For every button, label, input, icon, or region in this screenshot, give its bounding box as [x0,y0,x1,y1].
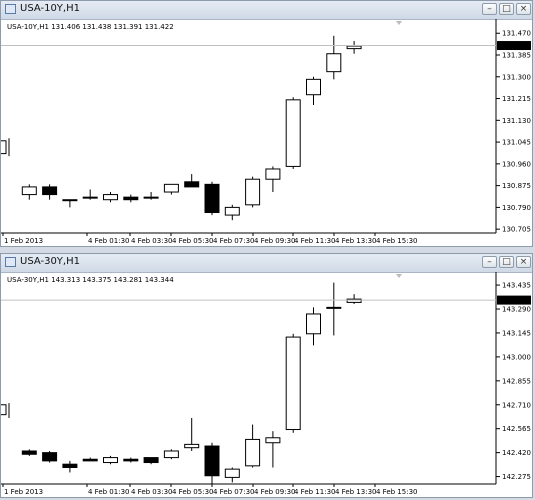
restore-button[interactable]: □ [499,3,514,15]
y-tick-label: 142.420 [502,449,531,457]
candle-body [285,99,301,167]
y-tick-label: 143.000 [502,353,531,361]
y-tick-label: 130.790 [502,204,531,212]
candle-body [103,194,118,201]
x-tick-label: 4 Feb 03:30 [131,488,172,496]
x-tick-label: 4 Feb 05:30 [172,488,213,496]
ohlc-info-label: USA-30Y,H1 143.313 143.375 143.281 143.3… [7,276,174,284]
candle-body [1,140,7,155]
close-button[interactable]: × [516,256,531,268]
candle-body [42,186,58,196]
candle-body [285,336,301,431]
x-tick-label: 4 Feb 13:30 [335,488,376,496]
y-tick-label: 131.300 [502,73,531,81]
x-tick-label: 4 Feb 01:30 [88,488,129,496]
candle-body [82,196,98,199]
candle-body [224,206,240,216]
close-button[interactable]: × [516,3,531,15]
candle-body [123,196,139,201]
candle-body [62,199,78,202]
y-tick-label: 142.710 [502,401,531,409]
candle-body [224,468,240,478]
ohlc-info-label: USA-10Y,H1 131.406 131.438 131.391 131.4… [7,23,174,31]
y-tick-label: 142.855 [502,377,531,385]
x-tick-label: 4 Feb 03:30 [131,237,172,245]
candle-body [184,443,200,449]
candle-body [143,457,159,464]
candle-body [265,437,281,444]
current-price-badge [497,41,531,51]
chart-window-icon [5,4,16,14]
minimize-button[interactable]: – [482,256,497,268]
x-tick-label: 4 Feb 13:30 [335,237,376,245]
y-tick-label: 142.275 [502,473,531,481]
candle-body [245,438,261,467]
candle-body [123,458,139,462]
chart-window-icon [5,257,16,267]
y-tick-label: 131.130 [502,117,531,125]
candle-body [306,313,321,335]
window-title: USA-30Y,H1 [20,256,80,267]
x-tick-label: 4 Feb 09:30 [254,237,295,245]
current-price-badge [497,295,531,305]
x-tick-label: 4 Feb 11:30 [294,237,335,245]
y-tick-label: 142.565 [502,425,531,433]
restore-button[interactable]: □ [499,256,514,268]
candle-body [326,53,342,73]
x-tick-label: 4 Feb 11:30 [294,488,335,496]
y-tick-label: 130.705 [502,226,531,234]
candle-body [103,457,118,464]
minimize-button[interactable]: – [482,3,497,15]
x-tick-label: 1 Feb 2013 [4,488,43,496]
window-titlebar[interactable]: USA-10Y,H1 – □ × [1,1,532,20]
candle-body [42,452,58,462]
candle-body [346,45,362,50]
chart-window-30y[interactable]: USA-30Y,H1 – □ × USA-30Y,H1 143.313 143.… [0,253,533,498]
y-tick-label: 143.290 [502,306,531,314]
y-tick-label: 131.470 [502,30,531,38]
candle-body [245,178,261,206]
candle-body [326,306,342,309]
candle-body [306,78,321,96]
candle-body [204,445,220,477]
shift-marker-icon [396,21,402,25]
candle-body [62,463,78,468]
x-tick-label: 4 Feb 07:30 [213,237,254,245]
candle-body [82,458,98,462]
y-tick-label: 131.215 [502,95,531,103]
current-price-label: 143.344 [500,297,529,305]
candle-body [204,183,220,214]
chart-window-10y[interactable]: USA-10Y,H1 – □ × USA-10Y,H1 131.406 131.… [0,0,533,247]
y-tick-label: 143.435 [502,282,531,290]
x-tick-label: 4 Feb 01:30 [88,237,129,245]
x-tick-label: 4 Feb 09:30 [254,488,295,496]
candle-body [346,298,362,303]
price-chart-10y[interactable]: USA-10Y,H1 131.406 131.438 131.391 131.4… [1,19,532,246]
candle-body [21,186,37,196]
price-chart-30y[interactable]: USA-30Y,H1 143.313 143.375 143.281 143.3… [1,272,532,497]
x-tick-label: 4 Feb 15:30 [376,237,417,245]
candle-body [1,404,7,416]
x-tick-label: 1 Feb 2013 [4,237,43,245]
candle-body [265,168,281,180]
candle-body [143,196,159,199]
y-tick-label: 130.960 [502,160,531,168]
window-title: USA-10Y,H1 [20,3,80,14]
candle-body [184,181,200,188]
y-tick-label: 131.045 [502,139,531,147]
candle-body [163,183,179,193]
y-tick-label: 131.385 [502,52,531,60]
shift-marker-icon [396,274,402,278]
window-titlebar[interactable]: USA-30Y,H1 – □ × [1,254,532,273]
candle-body [163,450,179,459]
x-tick-label: 4 Feb 07:30 [213,488,254,496]
y-tick-label: 130.875 [502,182,531,190]
x-tick-label: 4 Feb 15:30 [376,488,417,496]
candle-body [21,450,37,455]
x-tick-label: 4 Feb 05:30 [172,237,213,245]
y-tick-label: 143.145 [502,329,531,337]
current-price-label: 131.422 [500,42,529,50]
